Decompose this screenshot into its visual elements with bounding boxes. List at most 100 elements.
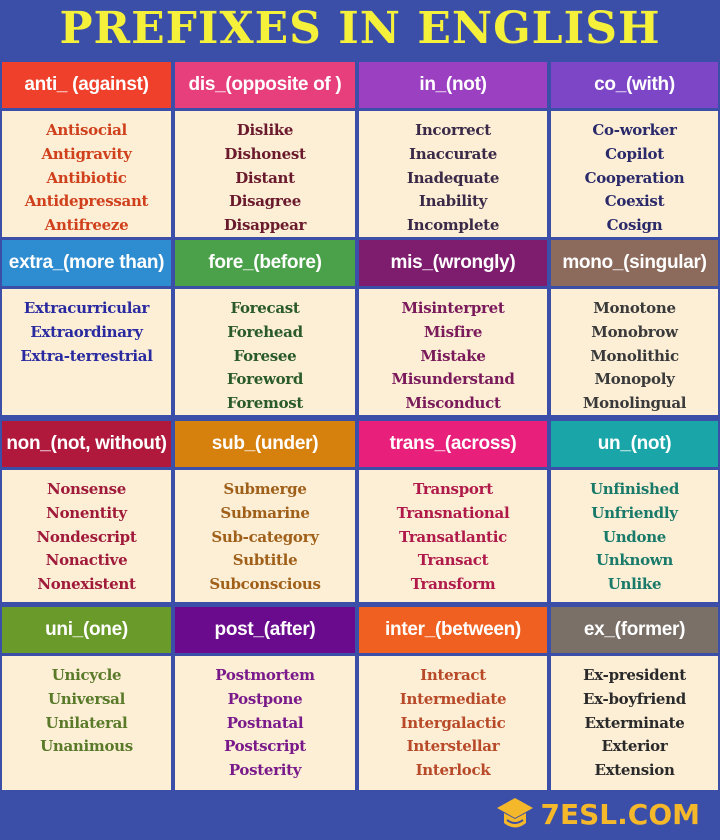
example-word: Co-worker: [592, 121, 677, 139]
logo-text: 7ESL.COM: [540, 797, 700, 831]
example-word: Dislike: [236, 121, 294, 139]
example-word: Antigravity: [41, 144, 132, 163]
example-word: Postmortem: [215, 666, 315, 684]
example-word: Ex-president: [583, 666, 686, 684]
example-word: Mistake: [420, 346, 486, 365]
example-word: Transport: [413, 480, 493, 498]
prefix-header: mono_(singular): [551, 240, 718, 286]
example-word: Unilateral: [45, 713, 128, 732]
example-word: Foreword: [226, 370, 304, 389]
example-word: Antibiotic: [46, 168, 127, 187]
example-word: Interlock: [415, 761, 491, 780]
example-word: Nondescript: [36, 527, 137, 546]
prefix-word-list: Nonsense Nonentity Nondescript Nonactive Non…: [2, 470, 171, 602]
example-word: Universal: [47, 689, 125, 708]
example-word: Unlike: [607, 575, 662, 594]
prefix-header: ex_(former): [551, 607, 718, 653]
example-word: Nonactive: [45, 551, 128, 570]
example-word: Extracurricular: [23, 299, 150, 317]
example-word: Unanimous: [40, 737, 133, 756]
example-word: Extension: [594, 761, 675, 780]
example-word: Monotone: [593, 299, 676, 317]
example-word: Transform: [410, 575, 496, 594]
example-word: Ex-boyfriend: [583, 689, 686, 708]
example-word: Coexist: [604, 192, 665, 211]
example-word: Unfinished: [589, 480, 680, 498]
example-word: Transnational: [396, 503, 510, 522]
example-word: Postpone: [227, 689, 303, 708]
example-word: Extraordinary: [30, 322, 143, 341]
example-word: Unfriendly: [591, 503, 678, 522]
example-word: Incorrect: [415, 121, 491, 139]
prefix-word-list: Forecast Forehead Foresee Foreword Foremost: [175, 289, 355, 415]
example-word: Forehead: [227, 322, 303, 341]
prefix-word-list: Ex-president Ex-boyfriend Exterminate Exter…: [551, 656, 718, 790]
example-word: Misinterpret: [401, 299, 505, 317]
prefix-word-list: Postmortem Postpone Postnatal Postscript Pos…: [175, 656, 355, 790]
example-word: Antisocial: [46, 121, 127, 139]
example-word: Copilot: [605, 144, 664, 163]
example-word: Foresee: [233, 346, 297, 365]
prefix-word-list: Dislike Dishonest Distant Disagree Disappear: [175, 111, 355, 237]
prefix-header: non_(not, without): [2, 421, 171, 467]
example-word: Cooperation: [584, 168, 685, 187]
logo: 7ESL.COM: [495, 796, 700, 832]
example-word: Disagree: [229, 192, 301, 211]
prefix-header: fore_(before): [175, 240, 355, 286]
example-word: Submerge: [223, 480, 307, 498]
example-word: Posterity: [228, 761, 302, 780]
example-word: Misconduct: [405, 394, 501, 413]
example-word: Intermediate: [399, 689, 507, 708]
example-word: Antidepressant: [24, 192, 149, 211]
prefix-word-list: Interact Intermediate Intergalactic Interst…: [359, 656, 547, 790]
example-word: Foremost: [226, 394, 304, 413]
example-word: Undone: [602, 527, 667, 546]
prefix-header: sub_(under): [175, 421, 355, 467]
example-word: Postnatal: [226, 713, 304, 732]
example-word: Cosign: [606, 216, 663, 235]
prefix-word-list: Antisocial Antigravity Antibiotic Antidepre…: [2, 111, 171, 237]
example-word: Interstellar: [406, 737, 500, 756]
example-word: Nonsense: [46, 480, 127, 498]
example-word: Disappear: [223, 216, 307, 235]
example-word: Misfire: [423, 322, 483, 341]
example-word: Unknown: [595, 551, 673, 570]
example-word: Nonentity: [46, 503, 127, 522]
example-word: Inadequate: [406, 168, 500, 187]
prefix-header: extra_(more than): [2, 240, 171, 286]
prefix-word-list: Misinterpret Misfire Mistake Misunderstand M…: [359, 289, 547, 415]
prefix-header: post_(after): [175, 607, 355, 653]
example-word: Misunderstand: [391, 370, 515, 389]
prefix-word-list: Monotone Monobrow Monolithic Monopoly Monoli…: [551, 289, 718, 415]
example-word: Monolithic: [590, 346, 679, 365]
prefix-word-list: Transport Transnational Transatlantic Trans…: [359, 470, 547, 602]
page-title: PREFIXES IN ENGLISH: [59, 3, 661, 54]
example-word: Extra-terrestrial: [20, 346, 153, 365]
example-word: Incomplete: [406, 216, 500, 235]
example-word: Subconscious: [209, 575, 321, 594]
example-word: Exterminate: [584, 713, 685, 732]
example-word: Distant: [235, 168, 295, 187]
prefix-word-list: Submerge Submarine Sub-category Subtitle Sub…: [175, 470, 355, 602]
example-word: Inaccurate: [409, 144, 497, 163]
example-word: Monolingual: [582, 394, 687, 413]
example-word: Subtitle: [232, 551, 298, 570]
example-word: Dishonest: [224, 144, 306, 163]
prefix-header: inter_(between): [359, 607, 547, 653]
example-word: Nonexistent: [37, 575, 136, 594]
example-word: Forecast: [230, 299, 300, 317]
example-word: Monopoly: [594, 370, 675, 389]
prefix-header: un_(not): [551, 421, 718, 467]
example-word: Transact: [417, 551, 489, 570]
prefix-header: in_(not): [359, 62, 547, 108]
prefix-word-list: Extracurricular Extraordinary Extra-terres…: [2, 289, 171, 415]
prefix-header: co_(with): [551, 62, 718, 108]
prefix-header: mis_(wrongly): [359, 240, 547, 286]
prefix-header: trans_(across): [359, 421, 547, 467]
prefix-word-list: Co-worker Copilot Cooperation Coexist Cosign: [551, 111, 718, 237]
example-word: Monobrow: [591, 322, 678, 341]
prefix-header: anti_ (against): [2, 62, 171, 108]
example-word: Inability: [418, 192, 488, 211]
example-word: Exterior: [601, 737, 668, 756]
example-word: Interact: [420, 666, 486, 684]
